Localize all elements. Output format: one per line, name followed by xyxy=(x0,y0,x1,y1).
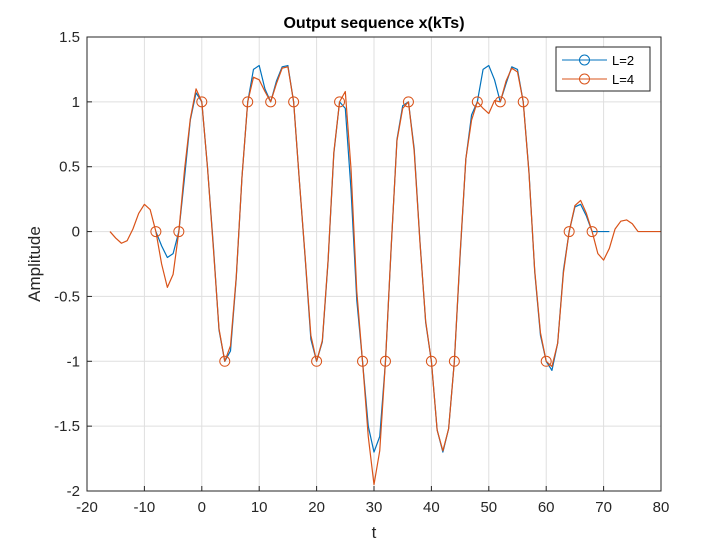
data-point-marker xyxy=(196,96,208,108)
series-layer xyxy=(109,64,661,486)
x-tick-label: 20 xyxy=(308,499,325,516)
data-point-marker xyxy=(540,355,552,367)
data-point-marker xyxy=(448,355,460,367)
data-point-marker xyxy=(425,355,437,367)
x-tick-label: 60 xyxy=(538,499,555,516)
legend-marker-l4 xyxy=(579,73,590,85)
y-tick-label: -1.5 xyxy=(54,418,80,435)
data-point-marker xyxy=(173,226,185,238)
data-point-marker xyxy=(517,96,529,108)
y-tick-label: 1 xyxy=(72,94,80,111)
data-point-marker xyxy=(494,96,506,108)
data-point-marker xyxy=(379,355,391,367)
y-tick-label: 0 xyxy=(72,224,80,241)
x-tick-label: 50 xyxy=(480,499,497,516)
x-tick-label: 30 xyxy=(366,499,383,516)
x-axis-label: t xyxy=(372,523,377,542)
data-point-marker xyxy=(242,96,254,108)
series-line xyxy=(109,66,661,486)
x-tick-label: -10 xyxy=(134,499,156,516)
x-tick-label: 40 xyxy=(423,499,440,516)
legend[interactable]: L=2 L=4 xyxy=(555,46,651,92)
data-point-marker xyxy=(357,355,369,367)
legend-marker-l2 xyxy=(579,54,590,66)
series-l-4 xyxy=(109,66,661,486)
x-tick-label: 70 xyxy=(595,499,612,516)
x-tick-label: -20 xyxy=(76,499,98,516)
legend-box xyxy=(555,46,651,92)
y-tick-label: 0.5 xyxy=(59,159,80,176)
legend-label-l4: L=4 xyxy=(612,72,634,87)
chart-title: Output sequence x(kTs) xyxy=(283,15,464,32)
x-tick-label: 80 xyxy=(653,499,670,516)
data-point-marker xyxy=(219,355,231,367)
y-tick-label: -1 xyxy=(67,353,80,370)
y-tick-label: -2 xyxy=(67,483,80,500)
x-tick-label: 0 xyxy=(198,499,206,516)
data-point-marker xyxy=(402,96,414,108)
y-tick-label: 1.5 xyxy=(59,29,80,46)
data-point-marker xyxy=(265,96,277,108)
y-tick-label: -0.5 xyxy=(54,288,80,305)
data-point-marker xyxy=(150,226,162,238)
data-point-marker xyxy=(471,96,483,108)
data-point-marker xyxy=(586,226,598,238)
legend-label-l2: L=2 xyxy=(612,53,634,68)
y-axis-label: Amplitude xyxy=(25,226,44,302)
data-point-marker xyxy=(334,96,346,108)
data-point-marker xyxy=(288,96,300,108)
ticks: -20 -10 0 10 20 30 40 50 60 70 80 -2 -1.5 -1 -0.5 0 0.5 1… xyxy=(54,29,669,516)
data-point-marker xyxy=(311,355,323,367)
data-point-marker xyxy=(563,226,575,238)
x-tick-label: 10 xyxy=(251,499,268,516)
